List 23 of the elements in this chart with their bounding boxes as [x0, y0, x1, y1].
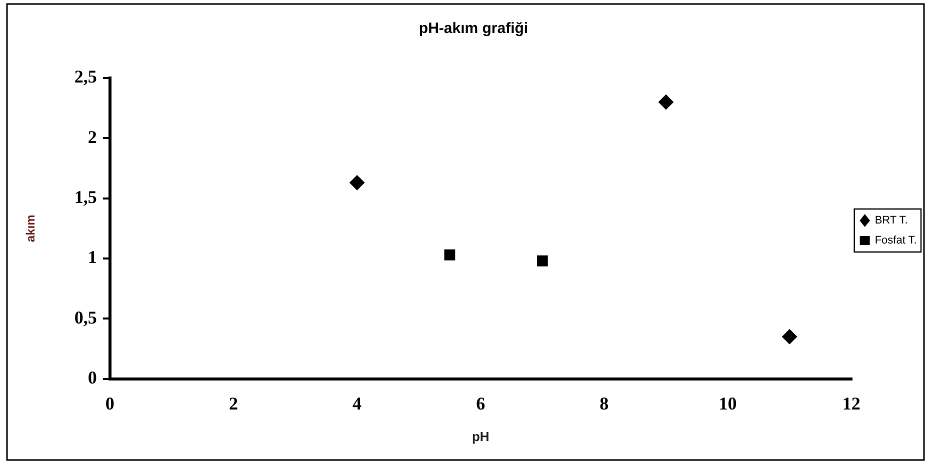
y-tick-label: 0,5: [74, 307, 97, 328]
x-axis-title: pH: [472, 428, 490, 444]
point: [782, 329, 798, 344]
legend-label: Fosfat T.: [874, 234, 917, 247]
x-tick-label: 0: [105, 393, 114, 414]
point: [444, 249, 456, 260]
x-tick-label: 10: [718, 393, 737, 414]
point: [658, 94, 674, 110]
y-tick-label: 1: [88, 247, 97, 268]
x-tick-label: 6: [476, 393, 486, 414]
y-tick-label: 0: [88, 367, 97, 388]
x-tick-label: 2: [228, 393, 238, 414]
y-tick-label: 2: [88, 126, 97, 147]
x-tick-label: 4: [352, 393, 362, 414]
point: [536, 255, 548, 266]
point: [350, 175, 365, 190]
legend-label: BRT T.: [874, 214, 908, 227]
x-tick-label: 8: [600, 393, 609, 414]
y-tick-label: 2,5: [74, 66, 97, 87]
x-tick-label: 12: [842, 393, 860, 414]
chart-title: pH-akım grafiği: [418, 20, 528, 38]
y-tick-label: 1,5: [74, 186, 97, 207]
y-axis-title: akım: [24, 214, 38, 242]
